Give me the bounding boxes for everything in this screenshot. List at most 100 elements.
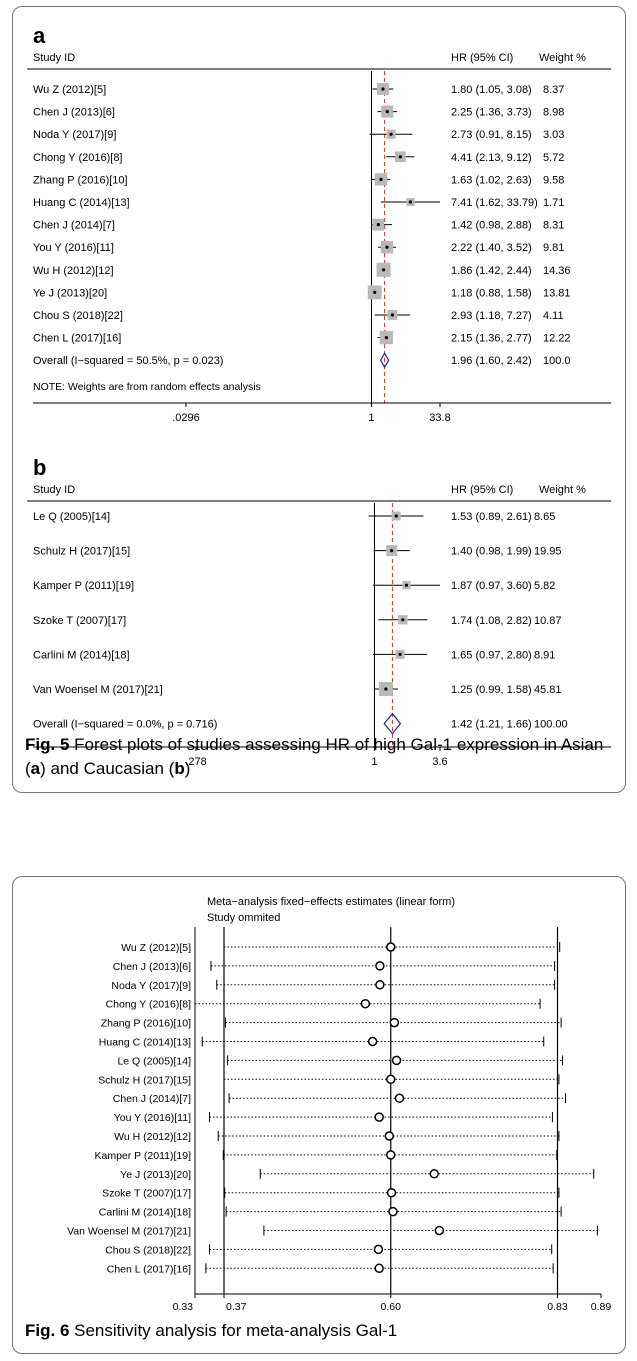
study-row: Kamper P (2011)[19] 1.87 (0.97, 3.60) 5.82 [33,580,555,592]
estimate-marker [375,961,385,971]
study-name: Huang C (2014)[13] [33,197,130,209]
x-tick-label: 0.83 [547,1301,568,1313]
x-tick-label: 0.60 [381,1301,402,1313]
overall-ci-text: 1.42 (1.21, 1.66) [451,719,532,731]
ci-text: 1.25 (0.99, 1.58) [451,684,532,696]
estimate-marker [375,980,385,990]
estimate-marker [386,1150,396,1160]
sensitivity-row: Zhang P (2016)[10] [101,1017,562,1030]
point-estimate [384,687,388,691]
panel-label: a [33,23,46,48]
point-estimate [384,336,388,340]
sensitivity-row: Kamper P (2011)[19] [95,1149,558,1162]
weight-text: 12.22 [543,333,571,345]
point-estimate [390,549,394,553]
weight-text: 45.81 [534,684,562,696]
study-name: Chou S (2018)[22] [33,310,123,322]
header-hr: HR (95% CI) [451,52,513,64]
sensitivity-plot-svg: Meta−analysis fixed−effects estimates (l… [67,896,611,1313]
study-row: Le Q (2005)[14] 1.53 (0.89, 2.61) 8.65 [33,511,555,523]
caption-part: ) [184,759,191,778]
sensitivity-row: Chen J (2014)[7] [113,1093,566,1105]
forest-panel-a: a Study ID HR (95% CI) Weight % Wu Z (2012)[… [27,23,611,424]
point-estimate [385,245,389,249]
overall-weight-text: 100.0 [543,355,571,367]
study-row: Van Woensel M (2017)[21] 1.25 (0.99, 1.58… [33,682,562,696]
study-row: Chen L (2017)[16] 2.15 (1.36, 2.77) 12.22 [33,330,571,345]
caption-part: Forest plots of studies assessing HR of … [25,735,604,778]
ci-text: 2.93 (1.18, 7.27) [451,310,532,322]
point-estimate [404,583,409,587]
caption-part: ) and Caucasian ( [40,759,175,778]
study-name: You Y (2016)[11] [33,242,114,254]
ci-text: 1.40 (0.98, 1.99) [451,546,532,558]
study-name: Chen L (2017)[16] [33,333,121,345]
x-tick-label: 0.37 [226,1301,247,1313]
estimate-marker [367,1036,378,1047]
x-tick-label: 0.33 [173,1301,194,1313]
overall-diamond [379,351,390,369]
figure-5-caption: Fig. 5 Forest plots of studies assessing… [25,733,615,781]
study-name: Wu H (2012)[12] [33,265,114,277]
ci-text: 2.25 (1.36, 3.73) [451,107,532,119]
omitted-study-name: Zhang P (2016)[10] [101,1018,191,1030]
point-estimate [379,177,383,181]
sensitivity-row: Chen L (2017)[16] [107,1263,554,1275]
point-estimate [373,290,377,294]
study-row: Schulz H (2017)[15] 1.40 (0.98, 1.99) 19.9… [33,545,562,558]
weight-text: 10.87 [534,615,562,627]
omitted-study-name: Huang C (2014)[13] [99,1037,191,1049]
point-estimate [389,132,393,136]
study-row: Chen J (2013)[6] 2.25 (1.36, 3.73) 8.98 [33,105,564,119]
ci-text: 7.41 (1.62, 33.79) [451,197,538,209]
x-tick-label: 1 [371,756,377,768]
omitted-study-name: Ye J (2013)[20] [120,1169,191,1181]
omitted-study-name: Kamper P (2011)[19] [95,1150,192,1162]
study-name: Chen J (2014)[7] [33,220,115,232]
omitted-study-name: Schulz H (2017)[15] [98,1074,191,1086]
estimate-marker [394,1093,405,1103]
weights-note: NOTE: Weights are from random effects an… [33,381,261,393]
estimate-marker [384,1131,395,1141]
x-tick-label: .278 [185,756,206,768]
omitted-study-name: Carlini M (2014)[18] [99,1207,191,1219]
omitted-study-name: Chong Y (2016)[8] [106,999,192,1011]
ci-text: 1.80 (1.05, 3.08) [451,84,532,96]
x-tick-label: 3.6 [432,756,447,768]
sensitivity-row: Szoke T (2007)[17] [102,1188,560,1200]
estimate-marker [389,1017,400,1028]
omitted-study-name: Le Q (2005)[14] [117,1055,191,1067]
weight-text: 5.72 [543,152,564,164]
weight-text: 13.81 [543,287,571,299]
overall-ci-text: 1.96 (1.60, 2.42) [451,355,532,367]
study-row: Zhang P (2016)[10] 1.63 (1.02, 2.63) 9.58 [33,173,564,186]
sensitivity-title: Meta−analysis fixed−effects estimates (l… [207,896,455,908]
study-row: Wu H (2012)[12] 1.86 (1.42, 2.44) 14.36 [33,262,571,277]
sensitivity-row: Noda Y (2017)[9] [111,980,556,992]
omitted-study-name: Noda Y (2017)[9] [111,980,191,992]
study-name: Ye J (2013)[20] [33,287,107,299]
study-name: Chong Y (2016)[8] [33,152,123,164]
sensitivity-row: You Y (2016)[11] [114,1112,553,1124]
ci-text: 1.87 (0.97, 3.60) [451,580,532,592]
figure-6-caption: Fig. 6 Sensitivity analysis for meta-ana… [25,1319,397,1343]
caption-part: b [174,759,185,778]
ci-text: 1.74 (1.08, 2.82) [451,615,532,627]
estimate-marker [386,942,396,952]
overall-diamond [383,712,402,735]
ci-text: 1.53 (0.89, 2.61) [451,511,532,523]
point-estimate [381,268,386,272]
figure-5-caption-text: Forest plots of studies assessing HR of … [25,735,603,778]
point-estimate [401,618,405,622]
study-name: Szoke T (2007)[17] [33,615,126,627]
x-tick-label: 1 [368,412,374,424]
sensitivity-row: Van Woensel M (2017)[21] [67,1225,598,1238]
study-name: Noda Y (2017)[9] [33,129,116,141]
weight-text: 8.98 [543,107,564,119]
ci-text: 1.63 (1.02, 2.63) [451,174,532,186]
sensitivity-row: Chong Y (2016)[8] [106,998,541,1011]
ci-text: 1.42 (0.98, 2.88) [451,220,532,232]
sensitivity-row: Wu H (2012)[12] [114,1131,560,1143]
estimate-marker [373,1244,384,1255]
sensitivity-subtitle: Study ommited [207,912,280,924]
